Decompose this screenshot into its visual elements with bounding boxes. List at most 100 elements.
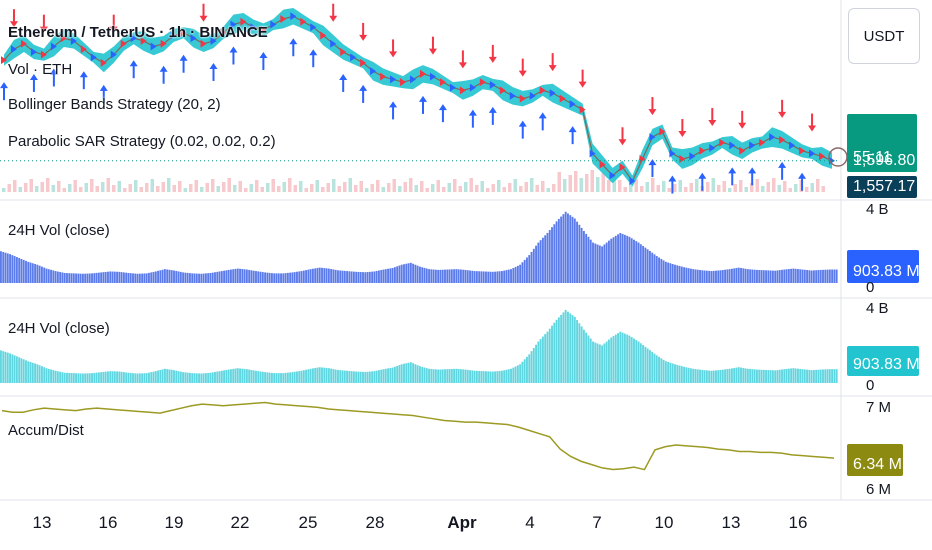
- volume-bar: [350, 371, 353, 383]
- buy-arrowhead: [568, 126, 577, 133]
- symbol-title[interactable]: Ethereum / TetherUS · 1h · BINANCE: [8, 24, 268, 41]
- price-pane[interactable]: [0, 3, 848, 194]
- volume-bar: [671, 263, 674, 283]
- legend-vol24-a[interactable]: 24H Vol (close): [8, 222, 110, 239]
- volume-bar: [519, 186, 523, 192]
- volume-bar: [502, 187, 506, 192]
- volume-bar: [569, 313, 572, 383]
- volume-bar: [291, 372, 294, 383]
- volume-bar: [788, 188, 792, 192]
- buy-arrowhead: [668, 175, 677, 182]
- volume-bar: [314, 268, 317, 283]
- volume-bar: [414, 264, 417, 283]
- currency-button[interactable]: USDT: [848, 8, 920, 64]
- volume-bar: [141, 273, 144, 283]
- volume-bar: [61, 272, 64, 283]
- volume-bar: [730, 268, 733, 283]
- vol-b-value-label: 903.83 M: [853, 356, 920, 373]
- volume-bar: [749, 269, 752, 283]
- volume-bar: [801, 269, 804, 283]
- volume-bar: [218, 371, 221, 383]
- volume-bar: [412, 263, 415, 283]
- volume-bar: [573, 218, 576, 283]
- volume-bar: [293, 371, 296, 383]
- volume-bar: [257, 371, 260, 383]
- volume-bar: [444, 269, 446, 283]
- buy-arrowhead: [309, 49, 318, 56]
- volume-bar: [0, 350, 2, 383]
- volume-bar: [762, 369, 765, 383]
- volume-bar: [816, 179, 820, 192]
- sell-arrowhead: [678, 131, 687, 138]
- volume-bar: [34, 363, 37, 383]
- volume-bar: [678, 265, 681, 283]
- volume-bar: [186, 372, 189, 383]
- volume-bar: [669, 362, 672, 383]
- legend-parabolic-sar[interactable]: Parabolic SAR Strategy (0.02, 0.02, 0.2): [8, 133, 276, 150]
- sar-marker: [270, 20, 277, 29]
- volume-bar: [466, 369, 469, 383]
- time-axis[interactable]: 13 16 19 22 25 28 Apr 4 7 10 13 16: [33, 513, 808, 532]
- volume-bar: [722, 181, 726, 192]
- volume-bar: [651, 351, 654, 383]
- volume-bar: [348, 271, 351, 283]
- volume-bar: [387, 368, 389, 383]
- volume-bar: [637, 242, 640, 283]
- volume-bar: [758, 369, 761, 383]
- legend-volume[interactable]: Vol · ETH: [8, 61, 73, 78]
- volume-bar: [767, 370, 770, 383]
- legend-bollinger[interactable]: Bollinger Bands Strategy (20, 2): [8, 96, 221, 113]
- volume-bar: [783, 369, 786, 383]
- volume-bar: [373, 371, 376, 383]
- volume-bar: [783, 269, 786, 283]
- volume-bar: [22, 359, 25, 383]
- accum-dist-line: [1, 401, 835, 471]
- vol24-pane-a[interactable]: [0, 211, 838, 283]
- volume-bar: [689, 268, 692, 283]
- volume-bar: [512, 268, 515, 283]
- buy-arrowhead: [698, 172, 707, 179]
- volume-bar: [152, 271, 155, 283]
- volume-bar: [667, 188, 671, 192]
- volume-bar: [573, 316, 576, 383]
- volume-bar: [560, 216, 563, 283]
- volume-bar: [828, 369, 831, 383]
- legend-accum-dist[interactable]: Accum/Dist: [8, 422, 84, 439]
- volume-bar: [50, 269, 52, 283]
- volume-bar: [177, 371, 180, 383]
- volume-bar: [715, 370, 717, 383]
- volume-bar: [189, 372, 191, 383]
- volume-bar: [437, 269, 440, 283]
- volume-bar: [486, 188, 490, 192]
- volume-bar: [610, 337, 613, 383]
- volume-bar: [831, 269, 834, 283]
- volume-bar: [148, 372, 150, 383]
- volume-bar: [587, 236, 590, 283]
- volume-bar: [778, 270, 781, 283]
- volume-bar: [298, 271, 301, 283]
- volume-bar: [154, 271, 157, 283]
- volume-bar: [746, 368, 749, 383]
- volume-bar: [523, 259, 526, 283]
- volume-bar: [589, 338, 592, 383]
- volume-bar: [797, 269, 799, 283]
- volume-bar: [346, 271, 349, 283]
- volume-bar: [482, 271, 485, 283]
- volume-bar: [824, 369, 827, 383]
- volume-bar: [608, 240, 610, 283]
- buy-arrowhead: [79, 71, 88, 78]
- volume-bar: [582, 231, 585, 283]
- legend-vol24-b[interactable]: 24H Vol (close): [8, 320, 110, 337]
- accum-dist-pane[interactable]: [1, 401, 835, 471]
- volume-bar: [4, 351, 7, 383]
- volume-bar: [234, 268, 237, 283]
- sell-arrowhead: [199, 15, 208, 22]
- volume-bar: [101, 182, 105, 192]
- vol24-pane-b[interactable]: [0, 309, 838, 383]
- volume-bar: [77, 373, 80, 383]
- volume-bar: [601, 246, 604, 283]
- volume-bar: [480, 181, 484, 192]
- volume-bar: [503, 270, 506, 283]
